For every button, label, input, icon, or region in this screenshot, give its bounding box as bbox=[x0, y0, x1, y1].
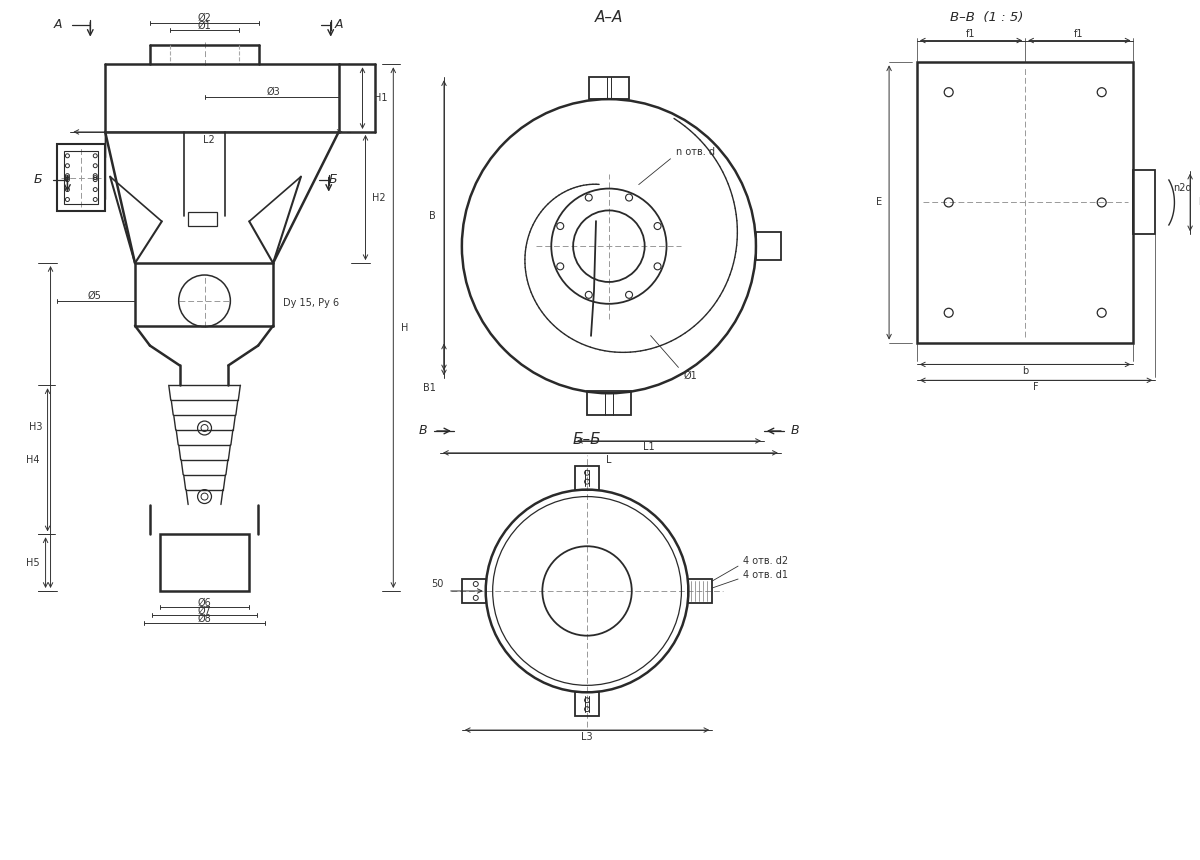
Bar bbox=[587, 391, 631, 415]
Text: 4 отв. d2: 4 отв. d2 bbox=[743, 556, 788, 566]
Text: Ø1: Ø1 bbox=[684, 371, 697, 380]
Bar bbox=[689, 579, 713, 603]
Text: Ø2: Ø2 bbox=[198, 13, 211, 22]
Text: А–А: А–А bbox=[595, 10, 623, 25]
Bar bbox=[1134, 169, 1156, 234]
Text: f1: f1 bbox=[966, 28, 976, 39]
Text: Dy 15, Ру 6: Dy 15, Ру 6 bbox=[283, 298, 340, 308]
Text: b: b bbox=[1022, 366, 1028, 377]
Text: H2: H2 bbox=[372, 193, 386, 202]
Text: L2: L2 bbox=[203, 135, 215, 144]
Text: E: E bbox=[876, 198, 882, 207]
Text: f1: f1 bbox=[1074, 28, 1084, 39]
Text: Ø8: Ø8 bbox=[198, 614, 211, 624]
Text: Б: Б bbox=[34, 173, 42, 186]
Text: n2d: n2d bbox=[1174, 182, 1192, 193]
Bar bbox=[65, 150, 98, 205]
Bar bbox=[160, 534, 250, 591]
Text: H: H bbox=[401, 322, 409, 333]
Text: F: F bbox=[1033, 383, 1039, 392]
Text: Б–Б: Б–Б bbox=[572, 433, 601, 447]
Text: 4 отв. d1: 4 отв. d1 bbox=[743, 570, 788, 580]
Text: Ø3: Ø3 bbox=[266, 87, 280, 97]
Text: H4: H4 bbox=[26, 455, 40, 464]
Text: Ø5: Ø5 bbox=[88, 291, 101, 301]
Text: B1: B1 bbox=[424, 384, 436, 393]
Text: H3: H3 bbox=[29, 422, 42, 432]
Text: B: B bbox=[430, 212, 436, 221]
Text: В: В bbox=[419, 425, 427, 438]
Bar bbox=[575, 466, 599, 489]
Text: Б: Б bbox=[329, 173, 337, 186]
Text: 50: 50 bbox=[432, 579, 444, 589]
Bar bbox=[575, 692, 599, 716]
Bar bbox=[756, 232, 781, 260]
Text: H1: H1 bbox=[374, 93, 388, 103]
Bar bbox=[462, 579, 486, 603]
Text: В: В bbox=[791, 425, 799, 438]
Text: А: А bbox=[53, 18, 61, 31]
Text: Ø1: Ø1 bbox=[198, 21, 211, 31]
Bar bbox=[589, 77, 629, 99]
Text: H5: H5 bbox=[26, 557, 40, 568]
Text: L: L bbox=[606, 455, 612, 464]
Text: А: А bbox=[335, 18, 343, 31]
Text: Ø7: Ø7 bbox=[198, 605, 211, 616]
Text: L3: L3 bbox=[581, 732, 593, 742]
Text: n отв. d: n отв. d bbox=[677, 147, 715, 157]
Text: L1: L1 bbox=[643, 442, 654, 452]
Text: Ø6: Ø6 bbox=[198, 598, 211, 608]
Bar bbox=[917, 63, 1134, 342]
Bar bbox=[58, 144, 106, 212]
Text: l: l bbox=[1198, 198, 1200, 207]
Text: В–В  (1 : 5): В–В (1 : 5) bbox=[949, 11, 1024, 24]
Bar bbox=[187, 212, 217, 226]
